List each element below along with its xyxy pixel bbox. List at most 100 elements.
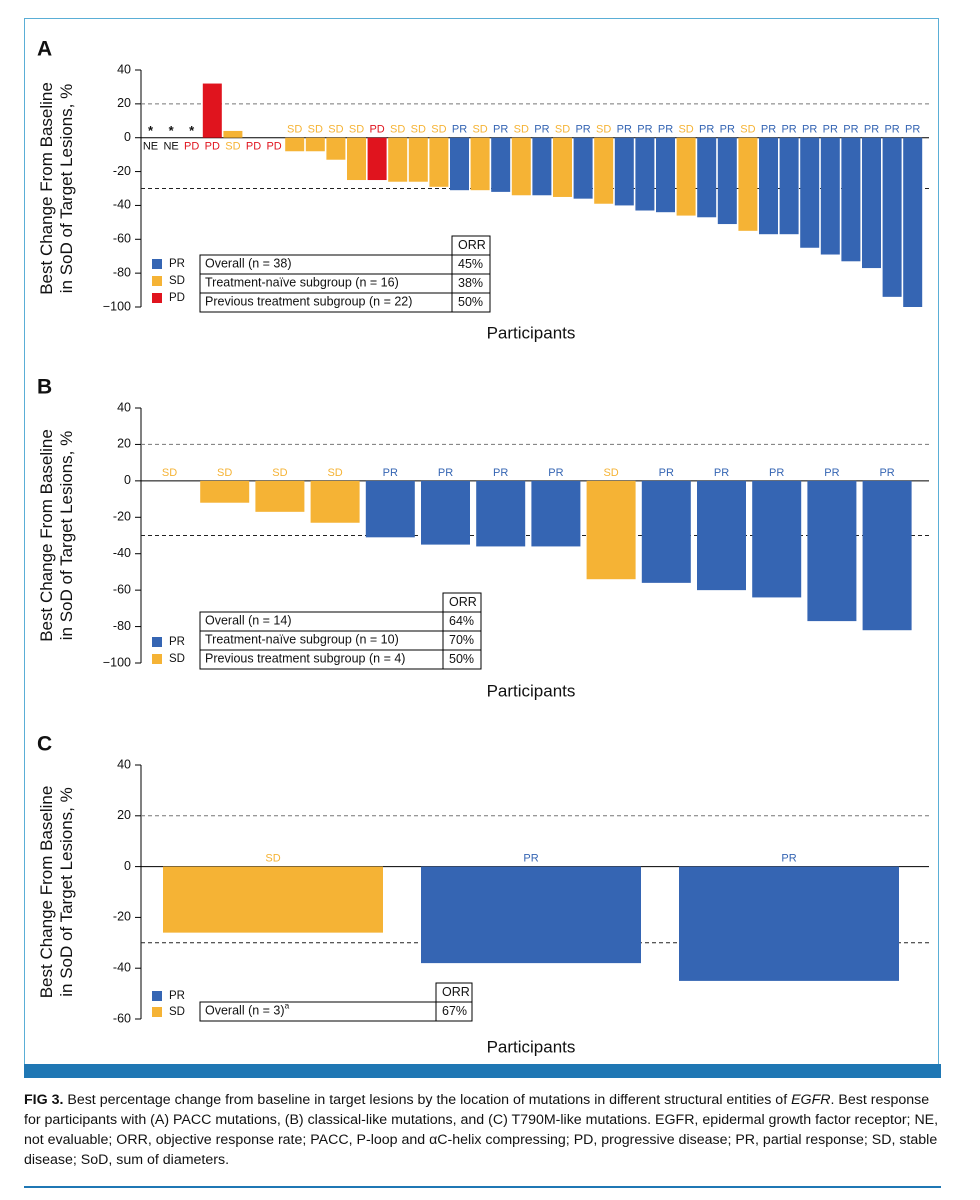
bar-label-pr: PR xyxy=(720,124,735,136)
bar-label-pr: PR xyxy=(452,124,467,136)
x-axis-label: Participants xyxy=(487,1037,576,1056)
bar-label-pd: PD xyxy=(266,141,281,153)
bar-sd xyxy=(305,137,325,152)
bar-pr xyxy=(752,480,802,598)
bar-label-sd: SD xyxy=(328,124,343,136)
orr-table-row-value: 38% xyxy=(458,276,483,290)
bar-pr xyxy=(882,137,902,297)
bar-label-pr: PR xyxy=(493,124,508,136)
y-tick-label: -20 xyxy=(113,910,131,924)
bar-label-pr: PR xyxy=(802,124,817,136)
panel-letter: C xyxy=(37,733,52,756)
y-tick-label: 20 xyxy=(117,808,131,822)
bar-pr xyxy=(800,137,820,248)
bar-pr xyxy=(450,137,469,191)
bar-pr xyxy=(531,480,581,547)
bar-label-sd: SD xyxy=(225,141,240,153)
bar-sd xyxy=(738,137,758,231)
bar-label-pd: PD xyxy=(369,124,384,136)
y-tick-label: 40 xyxy=(117,757,131,771)
not-evaluable-mark: * xyxy=(148,123,154,138)
bar-sd xyxy=(223,130,243,138)
bar-pd xyxy=(367,137,387,181)
panel-c-chart: C Best Change From Baselinein SoD of Targ… xyxy=(37,733,929,1056)
legend-label-sd: SD xyxy=(169,653,185,665)
orr-table-row-label: Previous treatment subgroup (n = 4) xyxy=(205,652,405,666)
caption-italic-gene: EGFR xyxy=(791,1092,831,1108)
bar-label-pr: PR xyxy=(781,124,796,136)
y-tick-label: 0 xyxy=(124,473,131,487)
legend-label-pr: PR xyxy=(169,636,185,648)
bar-label-sd: SD xyxy=(472,124,487,136)
bar-label-pd: PD xyxy=(184,141,199,153)
x-axis-label: Participants xyxy=(487,323,576,342)
bar-label-pr: PR xyxy=(879,467,894,479)
orr-table-row-label: Overall (n = 14) xyxy=(205,614,292,628)
bar-label-sd: SD xyxy=(596,124,611,136)
bar-pd xyxy=(202,83,222,138)
legend-swatch-sd xyxy=(152,654,162,664)
caption-text-part2: . Best response for participants with (A… xyxy=(24,1092,939,1168)
bar-sd xyxy=(586,480,636,580)
bar-pr xyxy=(820,137,840,255)
bar-sd xyxy=(388,137,408,182)
y-axis-label: Best Change From Baselinein SoD of Targe… xyxy=(37,429,76,642)
bar-pr xyxy=(759,137,778,235)
legend-label-pd: PD xyxy=(169,292,185,304)
bar-label-pr: PR xyxy=(761,124,776,136)
bar-pr xyxy=(697,137,717,218)
panel-letter: A xyxy=(37,38,52,61)
bar-label-sd: SD xyxy=(217,467,232,479)
bar-label-pr: PR xyxy=(383,467,398,479)
bar-pr xyxy=(641,480,691,583)
orr-table-header: ORR xyxy=(458,238,486,252)
y-tick-label: 20 xyxy=(117,437,131,451)
bar-label-sd: SD xyxy=(514,124,529,136)
orr-table-row-value: 64% xyxy=(449,614,474,628)
not-evaluable-mark: * xyxy=(169,123,175,138)
bar-label-sd: SD xyxy=(308,124,323,136)
legend-label-pr: PR xyxy=(169,990,185,1002)
bar-label-pr: PR xyxy=(781,853,796,865)
bar-label-sd: SD xyxy=(431,124,446,136)
bar-pr xyxy=(717,137,737,225)
bar-pr xyxy=(862,137,881,269)
orr-table-header: ORR xyxy=(442,985,470,999)
bar-sd xyxy=(163,866,383,933)
bar-label-pr: PR xyxy=(493,467,508,479)
bar-pr xyxy=(532,137,552,196)
orr-table-row-label: Overall (n = 38) xyxy=(205,257,292,271)
bar-sd xyxy=(347,137,366,181)
bar-pr xyxy=(476,480,526,547)
orr-table-row-label: Previous treatment subgroup (n = 22) xyxy=(205,295,412,309)
bar-sd xyxy=(470,137,490,191)
bar-label-ne: NE xyxy=(143,141,158,153)
orr-table-row-value: 50% xyxy=(449,652,474,666)
bar-label-sd: SD xyxy=(287,124,302,136)
bar-pr xyxy=(862,480,912,631)
bar-label-pr: PR xyxy=(523,853,538,865)
bar-pr xyxy=(365,480,415,538)
bar-pr xyxy=(841,137,861,262)
y-tick-label: 20 xyxy=(117,96,131,110)
legend-swatch-sd xyxy=(152,1007,162,1017)
orr-table-row-label: Treatment-naïve subgroup (n = 16) xyxy=(205,276,399,290)
y-tick-label: 40 xyxy=(117,62,131,76)
bar-label-sd: SD xyxy=(349,124,364,136)
orr-table-value-cell xyxy=(451,292,491,313)
legend-swatch-pd xyxy=(152,293,162,303)
bar-sd xyxy=(255,480,305,512)
bar-label-pr: PR xyxy=(548,467,563,479)
bar-sd xyxy=(676,137,696,216)
y-tick-label: −100 xyxy=(103,299,131,313)
bar-pr xyxy=(491,137,511,192)
bar-label-pr: PR xyxy=(438,467,453,479)
bar-sd xyxy=(200,480,250,503)
y-tick-label: -60 xyxy=(113,582,131,596)
bar-label-pd: PD xyxy=(205,141,220,153)
bar-label-pr: PR xyxy=(714,467,729,479)
bar-sd xyxy=(285,137,305,152)
orr-table-row-value: 70% xyxy=(449,633,474,647)
bar-sd xyxy=(594,137,614,204)
bar-label-sd: SD xyxy=(740,124,755,136)
